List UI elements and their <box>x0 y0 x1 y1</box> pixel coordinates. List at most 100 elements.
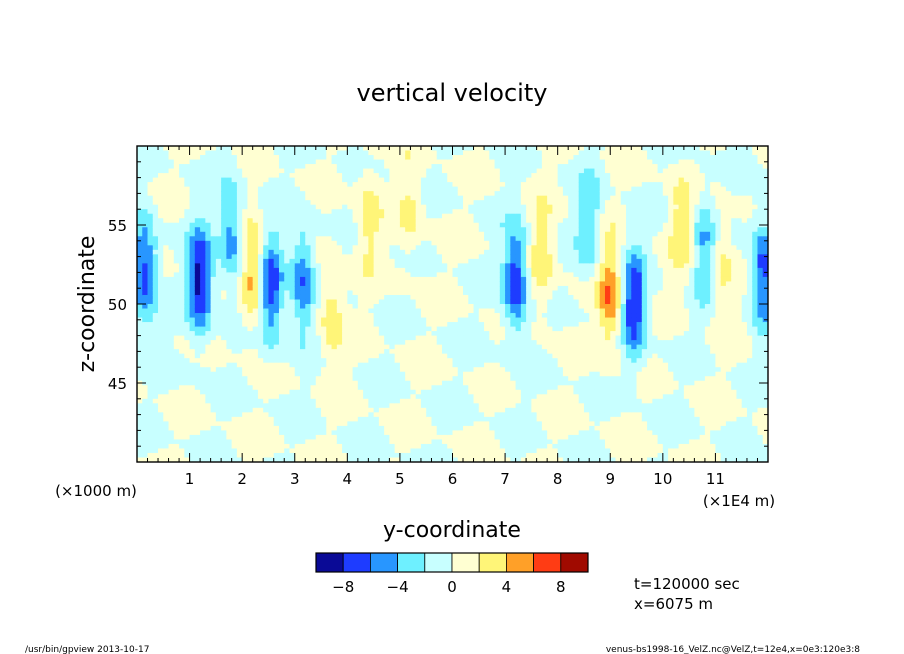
heatmap-cell <box>373 425 380 431</box>
heatmap-cell <box>405 191 412 197</box>
heatmap-cell <box>394 313 401 319</box>
heatmap-cell <box>310 434 317 441</box>
heatmap-cell <box>263 240 270 246</box>
heatmap-cell <box>463 335 469 341</box>
heatmap-cell <box>405 394 412 400</box>
heatmap-cell <box>457 331 464 337</box>
heatmap-cell <box>405 416 412 422</box>
heatmap-cell <box>510 155 517 161</box>
heatmap-cell <box>278 155 285 161</box>
heatmap-cell <box>252 362 259 368</box>
heatmap-cell <box>226 443 233 450</box>
heatmap-cell <box>384 430 390 436</box>
heatmap-cell <box>194 412 201 418</box>
heatmap-cell <box>457 168 464 174</box>
heatmap-cell <box>378 448 385 454</box>
heatmap-cell <box>473 236 480 242</box>
heatmap-cell <box>357 371 364 377</box>
heatmap-cell <box>431 146 438 152</box>
heatmap-cell <box>215 200 222 206</box>
heatmap-cell <box>284 191 291 197</box>
heatmap-cell <box>499 448 506 454</box>
heatmap-cell <box>484 173 490 179</box>
heatmap-cell <box>294 263 301 269</box>
heatmap-cell <box>200 164 206 170</box>
heatmap-cell <box>484 200 490 206</box>
heatmap-cell <box>137 367 143 373</box>
heatmap-cell <box>463 403 469 409</box>
heatmap-cell <box>326 340 333 346</box>
heatmap-cell <box>484 385 490 391</box>
heatmap-cell <box>389 155 396 161</box>
heatmap-cell <box>484 304 490 310</box>
heatmap-cell <box>137 335 143 341</box>
heatmap-cell <box>310 276 317 283</box>
heatmap-cell <box>163 389 170 395</box>
heatmap-cell <box>468 164 475 170</box>
heatmap-cell <box>226 290 233 296</box>
heatmap-cell <box>410 236 417 242</box>
heatmap-cell <box>278 209 285 215</box>
heatmap-cell <box>173 430 180 436</box>
heatmap-cell <box>321 191 327 197</box>
heatmap-cell <box>452 394 459 400</box>
heatmap-cell <box>468 380 475 386</box>
heatmap-cell <box>489 439 496 445</box>
heatmap-cell <box>441 164 448 170</box>
heatmap-cell <box>505 367 511 373</box>
heatmap-cell <box>221 222 227 228</box>
heatmap-cell <box>441 412 448 418</box>
heatmap-cell <box>499 403 506 409</box>
heatmap-cell <box>300 394 306 400</box>
heatmap-cell <box>152 340 159 346</box>
heatmap-cell <box>142 358 149 364</box>
heatmap-cell <box>441 371 448 377</box>
heatmap-cell <box>489 425 496 431</box>
heatmap-cell <box>236 452 243 459</box>
heatmap-cell <box>420 245 427 251</box>
heatmap-cell <box>399 173 406 179</box>
heatmap-cell <box>420 254 427 260</box>
heatmap-cell <box>326 263 333 269</box>
heatmap-cell <box>363 182 369 188</box>
heatmap-cell <box>420 299 427 305</box>
heatmap-cell <box>436 385 443 391</box>
heatmap-cell <box>389 159 396 165</box>
heatmap-cell <box>137 281 143 287</box>
heatmap-cell <box>484 281 490 287</box>
heatmap-cell <box>257 322 264 328</box>
heatmap-cell <box>173 240 180 246</box>
heatmap-cell <box>294 254 301 260</box>
heatmap-cell <box>426 285 433 292</box>
heatmap-cell <box>436 430 443 436</box>
heatmap-cell <box>410 371 417 377</box>
heatmap-cell <box>142 457 149 462</box>
heatmap-cell <box>357 412 364 418</box>
heatmap-cell <box>357 385 364 391</box>
heatmap-cell <box>278 218 285 224</box>
heatmap-cell <box>142 326 149 332</box>
heatmap-cell <box>284 272 291 278</box>
heatmap-cell <box>247 313 254 319</box>
heatmap-cell <box>357 380 364 386</box>
heatmap-cell <box>300 177 306 183</box>
heatmap-cell <box>378 155 385 161</box>
heatmap-cell <box>158 245 164 251</box>
heatmap-cell <box>158 407 164 413</box>
heatmap-cell <box>210 186 217 192</box>
heatmap-cell <box>152 448 159 454</box>
heatmap-cell <box>205 421 212 427</box>
heatmap-cell <box>420 159 427 165</box>
heatmap-cell <box>473 290 480 296</box>
heatmap-cell <box>484 389 490 395</box>
heatmap-cell <box>263 231 270 237</box>
heatmap-cell <box>473 457 480 462</box>
heatmap-cell <box>179 290 185 296</box>
heatmap-cell <box>147 371 154 377</box>
heatmap-cell <box>342 173 348 179</box>
heatmap-cell <box>163 186 170 192</box>
heatmap-cell <box>468 331 475 337</box>
heatmap-cell <box>163 443 170 450</box>
heatmap-cell <box>221 159 227 165</box>
heatmap-cell <box>405 177 412 183</box>
